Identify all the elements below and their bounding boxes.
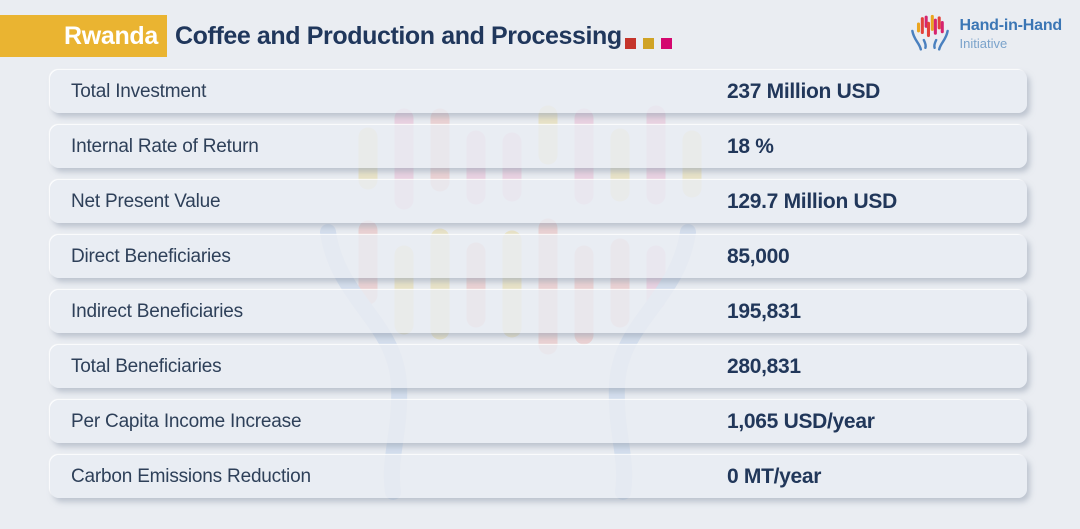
- stat-row-net-present-value: Net Present Value 129.7 Million USD: [50, 180, 1027, 223]
- accent-squares-icon: [624, 38, 672, 49]
- header: Rwanda Coffee and Production and Process…: [0, 15, 672, 57]
- page-title: Coffee and Production and Processing: [175, 21, 622, 50]
- country-label: Rwanda: [63, 21, 158, 50]
- stat-label: Total Investment: [71, 80, 207, 102]
- stat-value: 0 MT/year: [727, 464, 822, 488]
- stat-value: 237 Million USD: [727, 79, 881, 103]
- magenta-square-icon: [660, 38, 672, 49]
- hand-in-hand-logo-icon: [910, 14, 949, 51]
- stat-value: 85,000: [727, 244, 790, 268]
- brand-name: Hand-in-Hand: [959, 16, 1063, 34]
- stat-row-total-beneficiaries: Total Beneficiaries 280,831: [50, 345, 1027, 388]
- stat-row-per-capita-income-increase: Per Capita Income Increase 1,065 USD/yea…: [50, 400, 1027, 443]
- red-square-icon: [624, 38, 636, 49]
- stat-label: Direct Beneficiaries: [71, 245, 231, 267]
- stat-row-direct-beneficiaries: Direct Beneficiaries 85,000: [50, 235, 1027, 278]
- stat-label: Internal Rate of Return: [71, 135, 259, 157]
- brand-subtitle: Initiative: [959, 35, 1008, 51]
- stat-value: 129.7 Million USD: [727, 189, 897, 213]
- stat-value: 1,065 USD/year: [727, 409, 875, 433]
- stat-value: 280,831: [727, 354, 801, 378]
- country-tag: Rwanda: [0, 15, 167, 57]
- stat-label: Per Capita Income Increase: [71, 410, 302, 432]
- stat-label: Net Present Value: [71, 190, 221, 212]
- stat-row-indirect-beneficiaries: Indirect Beneficiaries 195,831: [50, 290, 1027, 333]
- stat-row-total-investment: Total Investment 237 Million USD: [50, 70, 1027, 113]
- stat-label: Indirect Beneficiaries: [71, 300, 243, 322]
- stat-value: 195,831: [727, 299, 801, 323]
- stat-value: 18 %: [727, 134, 774, 158]
- stat-label: Total Beneficiaries: [71, 355, 222, 377]
- hand-in-hand-logo: Hand-in-Hand Initiative: [907, 12, 1062, 56]
- stat-label: Carbon Emissions Reduction: [71, 465, 311, 487]
- gold-square-icon: [642, 38, 654, 49]
- stat-row-carbon-emissions-reduction: Carbon Emissions Reduction 0 MT/year: [50, 455, 1027, 498]
- stat-row-internal-rate-of-return: Internal Rate of Return 18 %: [50, 125, 1027, 168]
